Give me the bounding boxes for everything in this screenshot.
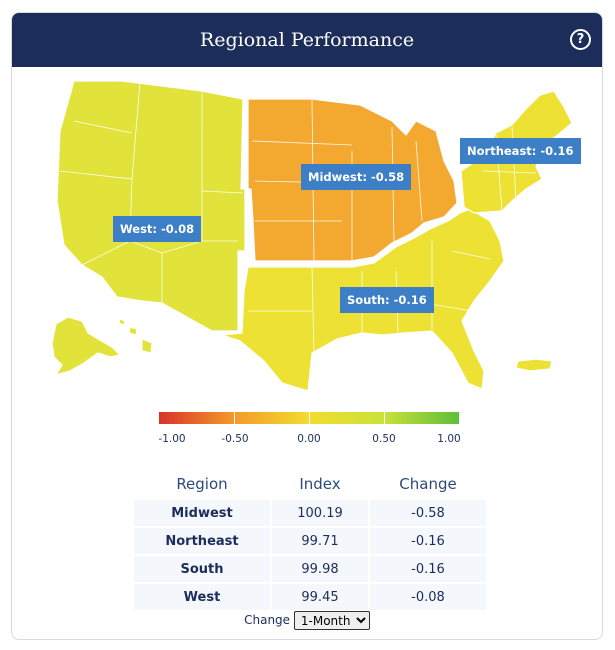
- map-region-alaska[interactable]: [51, 316, 121, 376]
- legend-divider: [309, 412, 310, 424]
- question-circle-icon[interactable]: ?: [570, 29, 591, 50]
- cell-index: 100.19: [272, 500, 368, 526]
- us-regions-map: [51, 80, 573, 392]
- map-region-puerto-rico[interactable]: [515, 358, 553, 372]
- change-period-label: Change: [244, 613, 291, 627]
- cell-region: Midwest: [134, 500, 270, 526]
- cell-change: -0.16: [370, 528, 486, 554]
- legend-tick-label: -0.50: [221, 433, 249, 445]
- cell-change: -0.08: [370, 584, 486, 610]
- map-region-hawaii[interactable]: [118, 318, 153, 354]
- table-header-row: Region Index Change: [134, 470, 486, 498]
- map-region-west[interactable]: [56, 80, 246, 332]
- cell-index: 99.45: [272, 584, 368, 610]
- legend-divider: [384, 412, 385, 424]
- table-row: Northeast 99.71 -0.16: [134, 528, 486, 554]
- column-header-change: Change: [399, 475, 457, 493]
- legend-tick-label: 0.00: [297, 433, 321, 445]
- column-header-index: Index: [299, 475, 341, 493]
- color-scale-legend: [159, 412, 459, 424]
- legend-tick-label: -1.00: [158, 433, 186, 445]
- card-title: Regional Performance: [199, 29, 415, 51]
- cell-region: Northeast: [134, 528, 270, 554]
- column-header-region: Region: [176, 475, 228, 493]
- change-period-select[interactable]: 1-Month: [293, 611, 370, 630]
- cell-change: -0.16: [370, 556, 486, 582]
- cell-change: -0.58: [370, 500, 486, 526]
- cell-region: South: [134, 556, 270, 582]
- cell-index: 99.98: [272, 556, 368, 582]
- legend-tick-label: 0.50: [372, 433, 396, 445]
- region-label-northeast: Northeast: -0.16: [460, 138, 581, 164]
- region-label-south: South: -0.16: [340, 287, 434, 313]
- table-row: Midwest 100.19 -0.58: [134, 500, 486, 526]
- table-row: West 99.45 -0.08: [134, 584, 486, 610]
- table-row: South 99.98 -0.16: [134, 556, 486, 582]
- change-period-control: Change 1-Month: [12, 611, 602, 630]
- card-header: Regional Performance ?: [12, 13, 602, 67]
- cell-region: West: [134, 584, 270, 610]
- regional-performance-card: Regional Performance ? Midwest: -0.58: [11, 12, 603, 640]
- region-label-midwest: Midwest: -0.58: [301, 164, 412, 190]
- legend-divider: [234, 412, 235, 424]
- region-label-west: West: -0.08: [113, 216, 202, 242]
- legend-tick-label: 1.00: [437, 433, 461, 445]
- regional-performance-table: Region Index Change Midwest 100.19 -0.58…: [132, 468, 488, 612]
- cell-index: 99.71: [272, 528, 368, 554]
